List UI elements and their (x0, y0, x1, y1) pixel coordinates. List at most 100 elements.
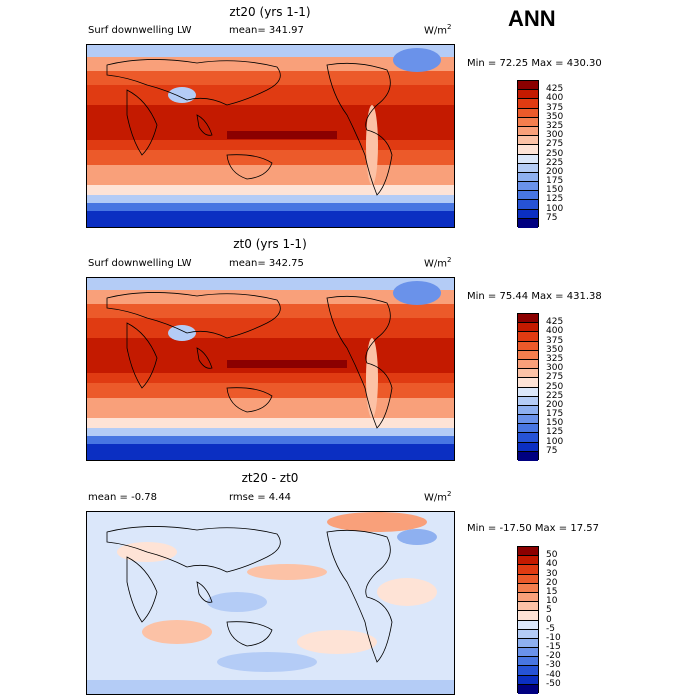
colorbar-tick-label: 100 (546, 436, 564, 447)
colorbar-swatch (518, 415, 538, 425)
colorbar-tick-label: 150 (546, 185, 564, 196)
colorbar-swatch (518, 684, 538, 694)
colorbar-swatch (518, 675, 538, 685)
colorbar-tick-label: 300 (546, 130, 564, 141)
colorbar-swatch (518, 218, 538, 228)
colorbar-swatch (518, 433, 538, 443)
colorbar-swatch (518, 332, 538, 342)
colorbar-tick-label: 175 (546, 176, 564, 187)
colorbar-tick-label: -50 (546, 678, 561, 689)
colorbar-tick-label: 125 (546, 427, 564, 438)
colorbar-swatch (518, 620, 538, 630)
colorbar-swatch (518, 191, 538, 201)
panel-3-units: W/m2 (424, 490, 452, 504)
colorbar-tick-label: -5 (546, 623, 555, 634)
panel-3-mean-label: mean = -0.78 (88, 492, 157, 503)
colorbar-tick-label: 5 (546, 605, 552, 616)
panel-1-colorbar (517, 80, 539, 228)
colorbar-swatch (518, 583, 538, 593)
colorbar-swatch (518, 592, 538, 603)
colorbar-tick-label: 250 (546, 381, 564, 392)
colorbar-swatch (518, 378, 538, 388)
colorbar-swatch (518, 648, 538, 658)
colorbar-tick-label: -30 (546, 660, 561, 671)
panel-2-title: zt0 (yrs 1-1) (233, 237, 307, 251)
colorbar-swatch (518, 629, 538, 639)
colorbar-swatch (518, 451, 538, 461)
colorbar-tick-label: 350 (546, 111, 564, 122)
colorbar-tick-label: 375 (546, 335, 564, 346)
colorbar-swatch (518, 369, 538, 379)
colorbar-tick-label: 125 (546, 194, 564, 205)
colorbar-tick-label: 275 (546, 372, 564, 383)
colorbar-tick-label: 20 (546, 577, 558, 588)
colorbar-swatch (518, 314, 538, 324)
colorbar-swatch (518, 341, 538, 351)
colorbar-swatch (518, 565, 538, 575)
panel-1-units: W/m2 (424, 23, 452, 37)
colorbar-tick-label: -15 (546, 642, 561, 653)
colorbar-swatch (518, 574, 538, 584)
panel-2-map (86, 277, 455, 461)
colorbar-tick-label: 0 (546, 614, 552, 625)
colorbar-tick-label: 375 (546, 102, 564, 113)
colorbar-swatch (518, 387, 538, 397)
panel-1-map (86, 44, 455, 228)
colorbar-swatch (518, 350, 538, 360)
colorbar-swatch (518, 666, 538, 676)
colorbar-swatch (518, 182, 538, 192)
colorbar-swatch (518, 81, 538, 91)
colorbar-swatch (518, 396, 538, 406)
panel-2-mean-label: mean= 342.75 (229, 258, 304, 269)
colorbar-tick-label: 250 (546, 148, 564, 159)
colorbar-tick-label: 300 (546, 363, 564, 374)
colorbar-swatch (518, 126, 538, 137)
colorbar-swatch (518, 547, 538, 557)
panel-3-map-svg (87, 512, 454, 694)
colorbar-swatch (518, 424, 538, 434)
colorbar-swatch (518, 638, 538, 649)
colorbar-tick-label: 275 (546, 139, 564, 150)
colorbar-swatch (518, 442, 538, 452)
colorbar-tick-label: 200 (546, 166, 564, 177)
panel-3-minmax: Min = -17.50 Max = 17.57 (467, 523, 599, 534)
panel-1-minmax: Min = 72.25 Max = 430.30 (467, 58, 602, 69)
colorbar-tick-label: 175 (546, 409, 564, 420)
panel-3-map (86, 511, 455, 695)
colorbar-swatch (518, 602, 538, 612)
colorbar-tick-label: 325 (546, 353, 564, 364)
colorbar-tick-label: -10 (546, 632, 561, 643)
colorbar-swatch (518, 154, 538, 164)
colorbar-swatch (518, 359, 538, 370)
colorbar-swatch (518, 657, 538, 667)
colorbar-swatch (518, 90, 538, 100)
colorbar-tick-label: 50 (546, 550, 558, 561)
panel-2-units: W/m2 (424, 256, 452, 270)
panel-1-map-svg (87, 45, 454, 227)
colorbar-tick-label: -40 (546, 669, 561, 680)
season-label: ANN (508, 6, 556, 31)
colorbar-tick-label: 100 (546, 203, 564, 214)
panel-2-variable-label: Surf downwelling LW (88, 258, 192, 269)
colorbar-swatch (518, 172, 538, 183)
colorbar-swatch (518, 405, 538, 416)
panel-3-title: zt20 - zt0 (241, 471, 299, 485)
colorbar-tick-label: 10 (546, 596, 558, 607)
colorbar-swatch (518, 163, 538, 173)
panel-1-title: zt20 (yrs 1-1) (229, 5, 311, 19)
colorbar-tick-label: 30 (546, 568, 558, 579)
panel-2-minmax: Min = 75.44 Max = 431.38 (467, 291, 602, 302)
colorbar-tick-label: 150 (546, 418, 564, 429)
colorbar-tick-label: 200 (546, 399, 564, 410)
colorbar-swatch (518, 323, 538, 333)
colorbar-tick-label: 40 (546, 559, 558, 570)
colorbar-tick-label: 400 (546, 326, 564, 337)
colorbar-swatch (518, 117, 538, 127)
colorbar-tick-label: 15 (546, 586, 558, 597)
colorbar-swatch (518, 136, 538, 146)
panel-1-mean-label: mean= 341.97 (229, 25, 304, 36)
colorbar-tick-label: -20 (546, 651, 561, 662)
colorbar-swatch (518, 145, 538, 155)
panel-3-colorbar (517, 546, 539, 694)
colorbar-tick-label: 225 (546, 390, 564, 401)
